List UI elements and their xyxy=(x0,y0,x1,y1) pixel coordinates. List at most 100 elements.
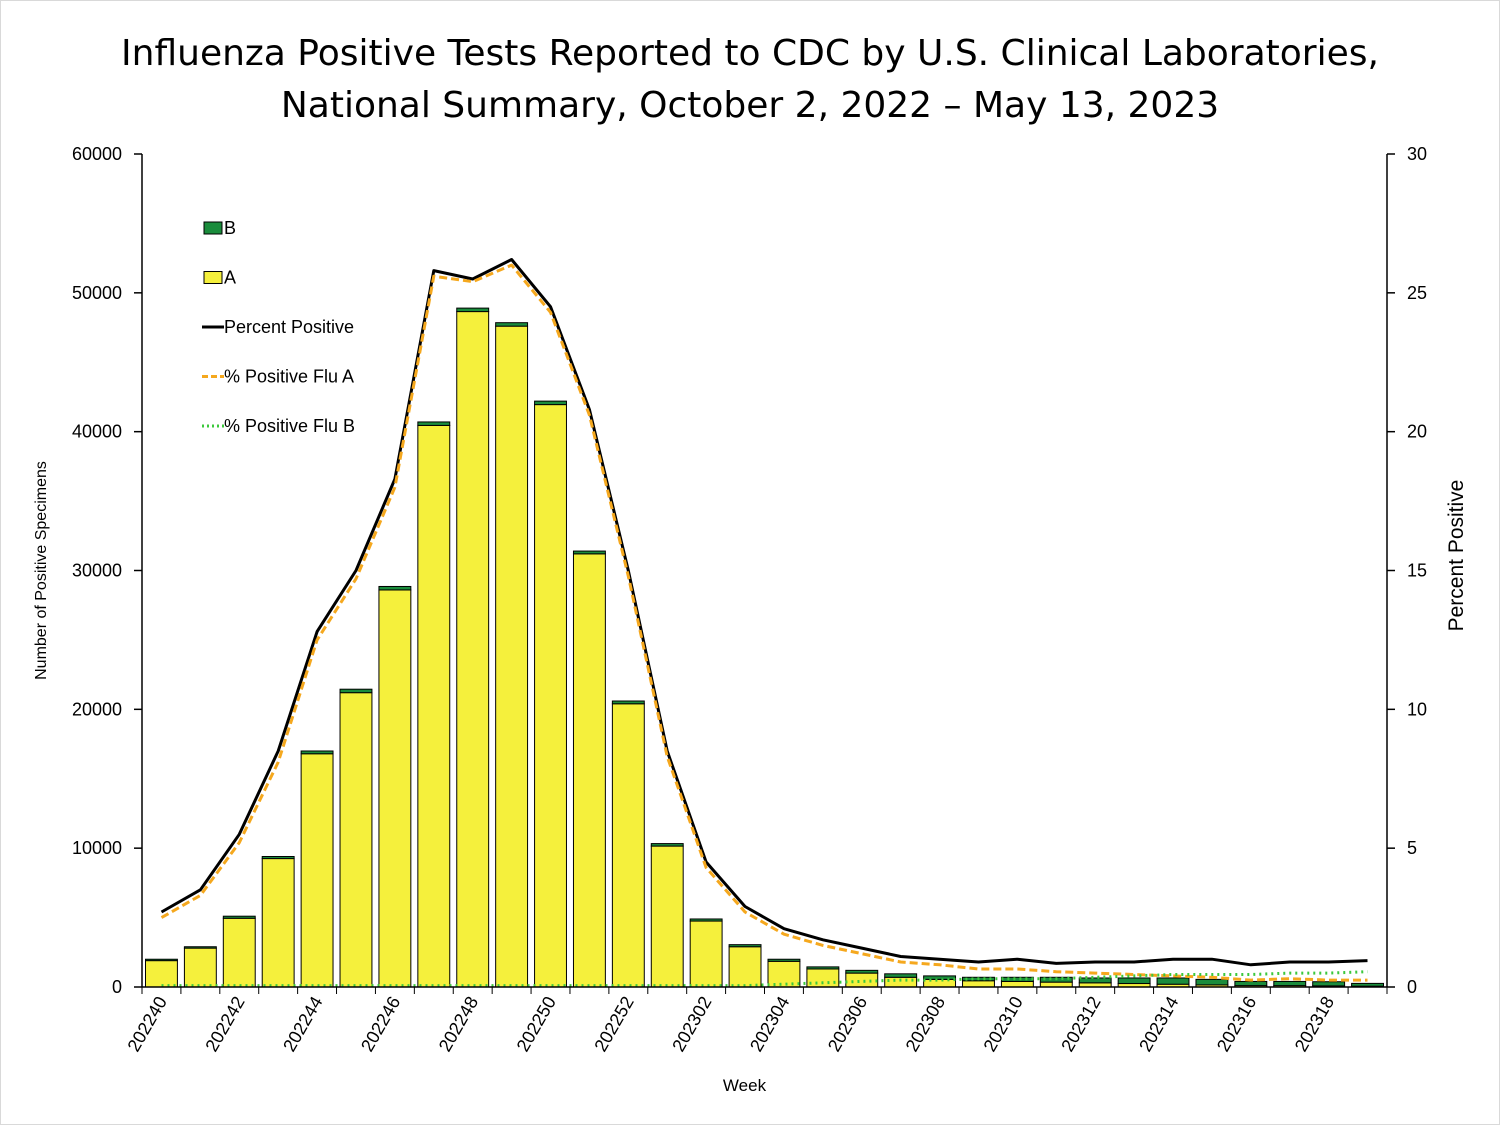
legend-swatch-b xyxy=(203,221,223,235)
bar-a-202241 xyxy=(183,947,217,988)
bar-b-202310 xyxy=(1000,976,1034,982)
x-axis-title: Week xyxy=(723,1076,767,1095)
bar-a-202250 xyxy=(534,404,567,988)
x-tick-label: 202242 xyxy=(201,993,248,1055)
x-tick-label: 202314 xyxy=(1135,993,1182,1055)
y-tick-label-left: 10000 xyxy=(72,838,122,858)
bar-b-202244 xyxy=(300,750,334,755)
bar-a-202244 xyxy=(300,753,334,988)
bar-b-202302 xyxy=(689,918,723,922)
bar-a-202240 xyxy=(145,960,178,988)
y-tick-label-right: 0 xyxy=(1407,977,1417,997)
bar-a-202251 xyxy=(572,553,606,988)
legend-label-percent-positive: Percent Positive xyxy=(224,317,354,337)
bar-a-202249 xyxy=(495,325,529,988)
bar-b-202251 xyxy=(572,550,606,555)
y-tick-label-right: 5 xyxy=(1407,838,1417,858)
bar-a-202301 xyxy=(650,845,684,988)
y-tick-label-right: 30 xyxy=(1407,144,1427,164)
bar-b-202316 xyxy=(1234,980,1268,987)
bar-b-202313 xyxy=(1117,977,1151,985)
legend-label-positive-flu-a: % Positive Flu A xyxy=(224,367,354,387)
bar-a-202245 xyxy=(339,692,373,988)
y-axis-title-left: Number of Positive Specimens xyxy=(33,461,50,680)
y-tick-label-left: 60000 xyxy=(72,144,122,164)
chart-title-line-1: Influenza Positive Tests Reported to CDC… xyxy=(121,33,1379,74)
y-tick-label-left: 30000 xyxy=(72,561,122,581)
bar-b-202315 xyxy=(1195,978,1229,986)
x-tick-label: 202246 xyxy=(357,993,404,1055)
bar-b-202245 xyxy=(339,688,373,694)
x-tick-label: 202308 xyxy=(902,993,949,1055)
x-tick-label: 202250 xyxy=(513,993,560,1055)
y-tick-label-right: 20 xyxy=(1407,422,1427,442)
legend-label-a: A xyxy=(224,268,236,288)
bar-b-202314 xyxy=(1156,977,1190,985)
bar-b-202304 xyxy=(767,958,801,962)
bar-b-202250 xyxy=(534,400,567,406)
chart-title: Influenza Positive Tests Reported to CDC… xyxy=(0,28,1500,132)
line-percent-positive xyxy=(160,258,1368,967)
line-layer xyxy=(160,258,1368,988)
x-tick-label: 202252 xyxy=(590,993,637,1055)
x-tick-label: 202318 xyxy=(1291,993,1338,1055)
legend-label-positive-flu-b: % Positive Flu B xyxy=(224,416,355,436)
x-tick-label: 202248 xyxy=(435,993,482,1055)
bar-b-202312 xyxy=(1078,977,1112,984)
bar-b-202249 xyxy=(495,322,529,327)
x-tick-label: 202306 xyxy=(824,993,871,1055)
bar-b-202248 xyxy=(456,307,490,313)
x-tick-label: 202240 xyxy=(124,993,171,1055)
bar-b-202303 xyxy=(728,944,762,948)
bar-b-202319 xyxy=(1351,982,1384,987)
legend-label-b: B xyxy=(224,218,236,238)
y-tick-label-right: 10 xyxy=(1407,699,1427,719)
bar-a-202309 xyxy=(962,980,995,988)
chart-title-line-2: National Summary, October 2, 2022 – May … xyxy=(280,85,1220,126)
bar-b-202317 xyxy=(1273,980,1307,987)
bar-a-202252 xyxy=(611,703,645,988)
bar-b-202318 xyxy=(1312,981,1346,987)
bar-b-202301 xyxy=(650,843,684,847)
bar-b-202252 xyxy=(611,700,645,705)
bar-a-202246 xyxy=(378,589,412,988)
line-positive-flu-a xyxy=(160,263,1368,982)
bar-a-202247 xyxy=(417,424,451,988)
y-tick-label-left: 20000 xyxy=(72,699,122,719)
x-tick-label: 202302 xyxy=(668,993,715,1055)
legend: B A Percent Positive % Positive Flu A % Posi… xyxy=(202,218,355,436)
x-tick-label: 202310 xyxy=(979,993,1026,1055)
bar-b-202307 xyxy=(884,973,918,978)
bar-a-202310 xyxy=(1000,980,1034,988)
bar-b-202247 xyxy=(417,421,451,426)
bar-a-202242 xyxy=(222,917,256,988)
bar-b-202242 xyxy=(222,915,256,919)
legend-swatch-a xyxy=(203,271,223,284)
bar-a-202308 xyxy=(923,978,957,988)
bar-b-202305 xyxy=(806,966,840,970)
x-tick-label: 202312 xyxy=(1057,993,1104,1055)
bar-b-202308 xyxy=(923,975,957,980)
y-tick-label-left: 40000 xyxy=(72,422,122,442)
y-tick-label-right: 15 xyxy=(1407,561,1427,581)
bar-a-202248 xyxy=(456,311,490,988)
bar-b-202241 xyxy=(183,946,217,949)
x-tick-label: 202304 xyxy=(746,993,793,1055)
bar-b-202246 xyxy=(378,585,412,591)
y-tick-label-left: 50000 xyxy=(72,283,122,303)
y-tick-label-right: 25 xyxy=(1407,283,1427,303)
bar-b-202240 xyxy=(145,958,178,962)
x-tick-label: 202244 xyxy=(279,993,326,1055)
y-axis-title-right: Percent Positive xyxy=(1445,480,1468,632)
y-tick-label-left: 0 xyxy=(112,977,122,997)
bar-a-202243 xyxy=(261,858,295,988)
bar-layer xyxy=(145,307,1384,988)
bar-b-202306 xyxy=(845,969,879,974)
bar-a-202304 xyxy=(767,960,801,988)
bar-a-202302 xyxy=(689,920,723,988)
bar-a-202306 xyxy=(845,972,879,988)
bar-a-202303 xyxy=(728,946,762,988)
x-tick-label: 202316 xyxy=(1213,993,1260,1055)
bar-b-202243 xyxy=(261,855,295,860)
